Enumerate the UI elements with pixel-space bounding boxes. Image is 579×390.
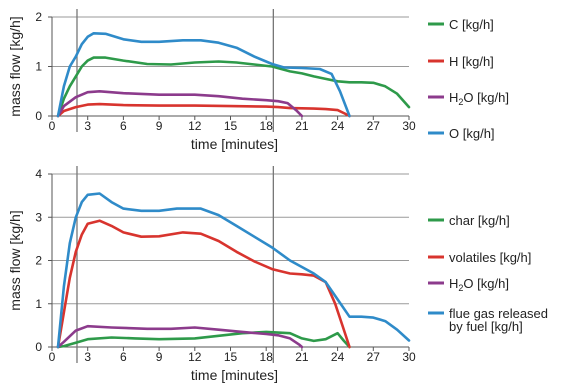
x-tick-label-1: 3 <box>84 350 91 364</box>
y-tick-label-3: 3 <box>35 210 42 224</box>
x-axis-title: time [minutes] <box>191 136 278 152</box>
legend-label-3: flue gas released <box>449 306 548 321</box>
x-tick-label-6: 18 <box>260 119 274 133</box>
x-tick-label-4: 12 <box>188 119 202 133</box>
legend-label-3-line2: by fuel [kg/h] <box>449 319 523 334</box>
x-tick-label-3: 9 <box>156 119 163 133</box>
x-tick-label-8: 24 <box>331 350 345 364</box>
series-line-1 <box>56 219 351 349</box>
x-tick-label-4: 12 <box>188 350 202 364</box>
x-tick-label-3: 9 <box>156 350 163 364</box>
x-tick-label-7: 21 <box>295 350 309 364</box>
y-tick-label-1: 1 <box>35 297 42 311</box>
x-tick-label-10: 30 <box>402 119 416 133</box>
y-tick-label-0: 0 <box>35 340 42 354</box>
y-axis-title: mass flow [kg/h] <box>7 16 23 116</box>
series-line-2 <box>56 324 304 349</box>
x-tick-label-2: 6 <box>120 119 127 133</box>
series-line-3 <box>56 192 411 349</box>
y-tick-label-2: 2 <box>35 254 42 268</box>
y-axis-title: mass flow [kg/h] <box>7 210 23 310</box>
y-tick-label-0: 0 <box>35 109 42 123</box>
x-tick-label-5: 15 <box>224 350 238 364</box>
x-tick-label-1: 3 <box>84 119 91 133</box>
legend-label-0: char [kg/h] <box>449 213 510 228</box>
x-tick-label-0: 0 <box>49 119 56 133</box>
series-line-0 <box>56 330 351 349</box>
x-tick-label-7: 21 <box>295 119 309 133</box>
x-tick-label-5: 15 <box>224 119 238 133</box>
x-tick-label-8: 24 <box>331 119 345 133</box>
x-tick-label-2: 6 <box>120 350 127 364</box>
legend-label-0: C [kg/h] <box>449 17 494 32</box>
x-tick-label-9: 27 <box>367 119 381 133</box>
legend-label-2: H2O [kg/h] <box>449 276 509 293</box>
x-tick-label-0: 0 <box>49 350 56 364</box>
legend-label-1: H [kg/h] <box>449 54 494 69</box>
y-tick-label-1: 1 <box>35 60 42 74</box>
x-tick-label-9: 27 <box>367 350 381 364</box>
legend-label-1: volatiles [kg/h] <box>449 250 531 265</box>
series-line-1 <box>56 102 351 118</box>
x-tick-label-10: 30 <box>402 350 416 364</box>
series-line-0 <box>56 56 411 118</box>
legend-label-3: O [kg/h] <box>449 126 495 141</box>
legend-label-2: H2O [kg/h] <box>449 90 509 107</box>
x-tick-label-6: 18 <box>260 350 274 364</box>
x-axis-title: time [minutes] <box>191 367 278 383</box>
series-line-2 <box>56 90 304 118</box>
y-tick-label-2: 2 <box>35 10 42 24</box>
y-tick-label-4: 4 <box>35 167 42 181</box>
series-line-3 <box>56 31 351 118</box>
